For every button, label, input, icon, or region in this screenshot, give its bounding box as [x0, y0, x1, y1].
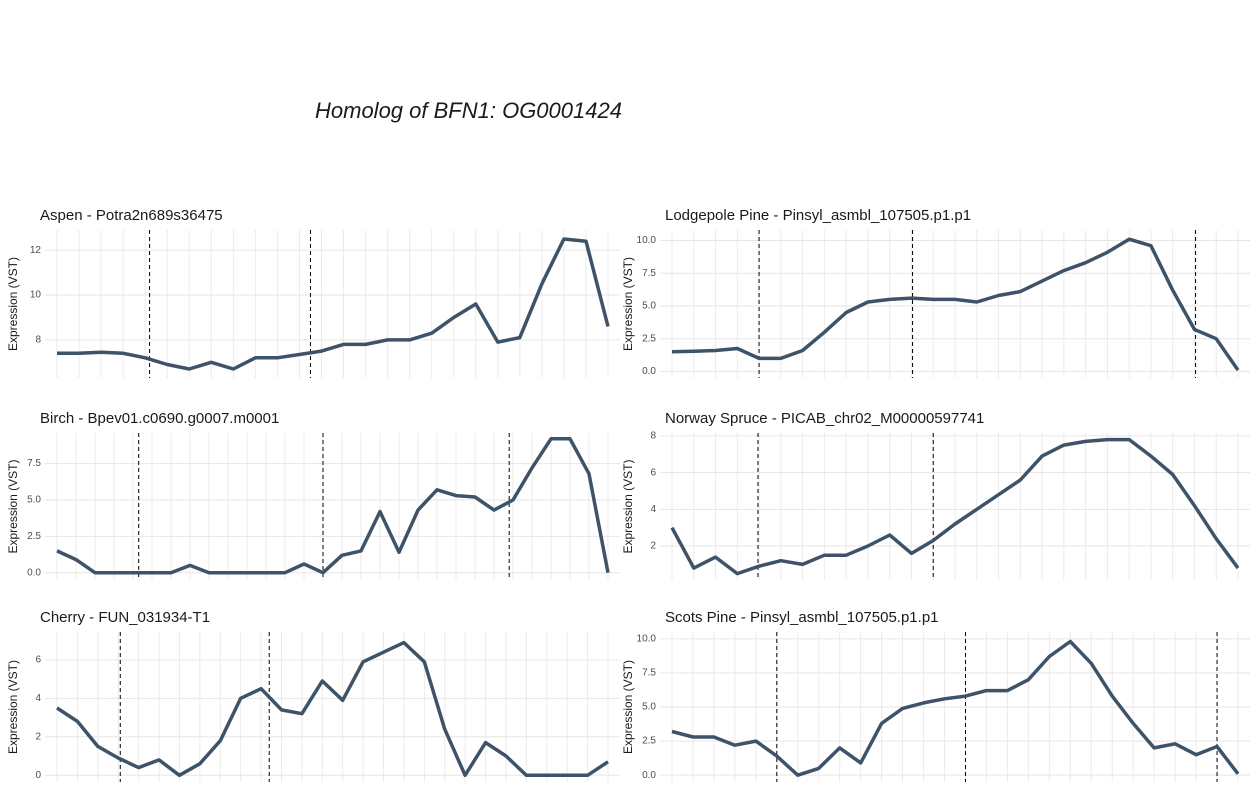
- y-tick-label: 2: [35, 731, 41, 742]
- panel-title: Scots Pine - Pinsyl_asmbl_107505.p1.p1: [665, 609, 939, 626]
- y-tick-label: 2.5: [642, 736, 656, 747]
- data-line: [670, 437, 1240, 576]
- panel-title: Lodgepole Pine - Pinsyl_asmbl_107505.p1.…: [665, 207, 971, 224]
- data-line: [56, 437, 610, 575]
- panel-title: Birch - Bpev01.c0690.g0007.m0001: [40, 410, 279, 427]
- y-tick-label: 10.0: [637, 633, 657, 644]
- data-line: [57, 237, 610, 371]
- y-tick-label: 10.0: [637, 235, 657, 246]
- y-tick-label: 7.5: [27, 458, 41, 469]
- panel-title: Norway Spruce - PICAB_chr02_M00000597741: [665, 410, 984, 427]
- y-axis-label: Expression (VST): [6, 459, 20, 553]
- panel-title: Cherry - FUN_031934-T1: [40, 609, 210, 626]
- y-axis-label: Expression (VST): [621, 257, 635, 351]
- y-tick-label: 5.0: [27, 495, 41, 506]
- y-tick-label: 5.0: [642, 702, 656, 713]
- y-tick-label: 12: [30, 245, 42, 256]
- y-tick-label: 10: [30, 290, 42, 301]
- y-tick-label: 2.5: [642, 333, 656, 344]
- y-tick-label: 7.5: [642, 268, 656, 279]
- data-line: [671, 639, 1240, 777]
- y-tick-label: 6: [35, 655, 41, 666]
- y-axis-label: Expression (VST): [6, 257, 20, 351]
- y-tick-label: 7.5: [642, 668, 656, 679]
- y-axis-label: Expression (VST): [621, 459, 635, 553]
- y-tick-label: 4: [650, 504, 656, 515]
- data-line: [671, 237, 1240, 372]
- y-tick-label: 0.0: [642, 366, 656, 377]
- y-tick-label: 0.0: [642, 770, 656, 781]
- y-tick-label: 4: [35, 693, 41, 704]
- y-tick-label: 6: [650, 467, 656, 478]
- y-tick-label: 2: [650, 541, 656, 552]
- y-axis-label: Expression (VST): [6, 660, 20, 754]
- y-tick-label: 0.0: [27, 567, 41, 578]
- y-tick-label: 5.0: [642, 301, 656, 312]
- y-tick-label: 8: [650, 431, 656, 442]
- y-tick-label: 2.5: [27, 531, 41, 542]
- data-line: [56, 640, 609, 778]
- y-axis-label: Expression (VST): [621, 660, 635, 754]
- y-tick-label: 0: [35, 770, 41, 781]
- panel-title: Aspen - Potra2n689s36475: [40, 207, 223, 224]
- page-title: Homolog of BFN1: OG0001424: [315, 98, 622, 123]
- y-tick-label: 8: [35, 335, 41, 346]
